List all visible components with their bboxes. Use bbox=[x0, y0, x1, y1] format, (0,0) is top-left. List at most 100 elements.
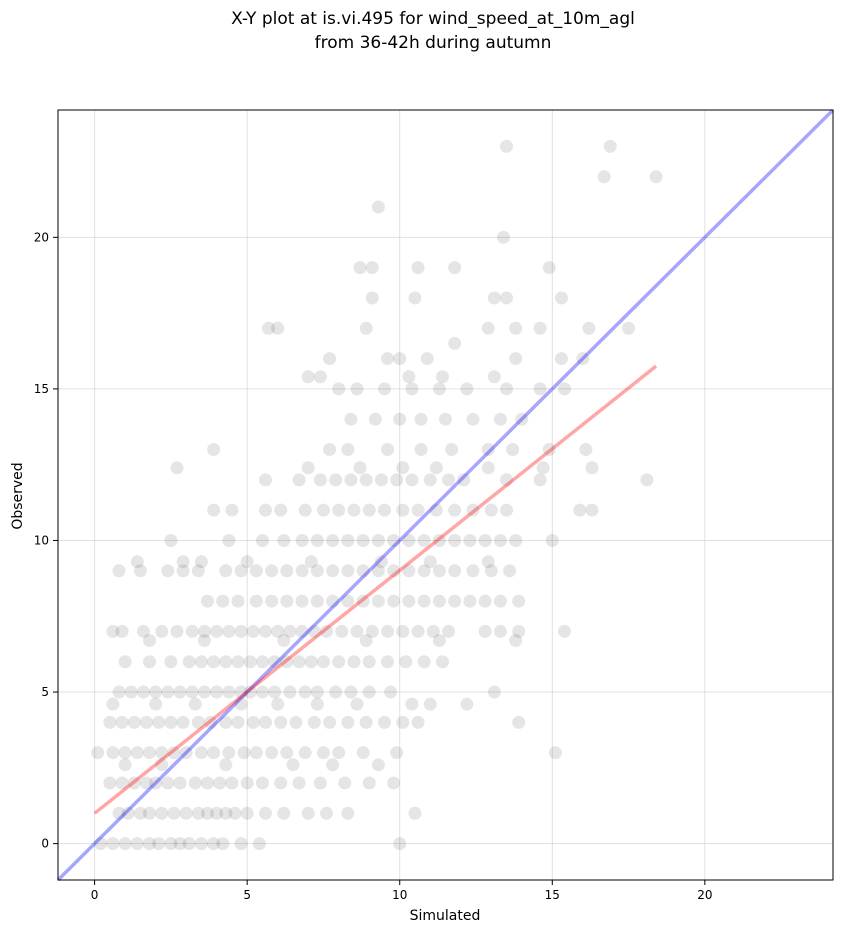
scatter-point bbox=[332, 655, 346, 669]
scatter-point bbox=[484, 564, 498, 578]
y-axis-label: Observed bbox=[10, 462, 26, 529]
scatter-point bbox=[194, 746, 208, 760]
scatter-point bbox=[316, 746, 330, 760]
scatter-point bbox=[130, 837, 144, 851]
scatter-point bbox=[356, 533, 370, 547]
scatter-point bbox=[509, 352, 523, 366]
scatter-point bbox=[493, 624, 507, 638]
scatter-point bbox=[341, 806, 355, 820]
scatter-point bbox=[176, 555, 190, 569]
scatter-point bbox=[188, 697, 202, 711]
scatter-point bbox=[362, 655, 376, 669]
scatter-point bbox=[155, 624, 169, 638]
scatter-point bbox=[316, 503, 330, 517]
plot-area-frame bbox=[57, 109, 834, 881]
scatter-point bbox=[197, 634, 211, 648]
scatter-point bbox=[585, 503, 599, 517]
scatter-point bbox=[112, 685, 126, 699]
scatter-point bbox=[274, 503, 288, 517]
scatter-point bbox=[548, 746, 562, 760]
scatter-point bbox=[393, 837, 407, 851]
scatter-point bbox=[411, 715, 425, 729]
scatter-point bbox=[316, 655, 330, 669]
y-tick-label: 10 bbox=[34, 533, 49, 547]
scatter-point bbox=[359, 473, 373, 487]
scatter-point bbox=[207, 655, 221, 669]
scatter-point bbox=[295, 564, 309, 578]
scatter-point bbox=[91, 746, 105, 760]
scatter-point bbox=[194, 555, 208, 569]
scatter-point bbox=[478, 624, 492, 638]
scatter-point bbox=[170, 624, 184, 638]
scatter-point bbox=[240, 806, 254, 820]
scatter-point bbox=[274, 715, 288, 729]
scatter-point bbox=[228, 806, 242, 820]
scatter-point bbox=[143, 806, 157, 820]
scatter-point bbox=[277, 533, 291, 547]
scatter-point bbox=[161, 776, 175, 790]
scatter-point bbox=[341, 533, 355, 547]
scatter-point bbox=[173, 837, 187, 851]
scatter-point bbox=[176, 564, 190, 578]
scatter-point bbox=[197, 624, 211, 638]
x-axis-ticks: 0 5 10 15 20 bbox=[91, 880, 712, 902]
scatter-point bbox=[335, 624, 349, 638]
scatter-point bbox=[277, 806, 291, 820]
scatter-point bbox=[152, 837, 166, 851]
scatter-point bbox=[268, 655, 282, 669]
scatter-point bbox=[182, 655, 196, 669]
scatter-point bbox=[219, 758, 233, 772]
scatter-point bbox=[185, 624, 199, 638]
scatter-point bbox=[463, 533, 477, 547]
chart-title-line-1: X-Y plot at is.vi.495 for wind_speed_at_… bbox=[231, 9, 635, 29]
scatter-point bbox=[271, 321, 285, 335]
scatter-point bbox=[417, 655, 431, 669]
scatter-point bbox=[130, 746, 144, 760]
scatter-point bbox=[509, 634, 523, 648]
scatter-point bbox=[170, 461, 184, 475]
scatter-point bbox=[255, 776, 269, 790]
scatter-point bbox=[295, 624, 309, 638]
scatter-point bbox=[280, 564, 294, 578]
scatter-point bbox=[182, 837, 196, 851]
x-tick-label: 10 bbox=[392, 888, 407, 902]
scatter-point bbox=[106, 746, 120, 760]
scatter-point bbox=[557, 624, 571, 638]
scatter-point bbox=[298, 503, 312, 517]
scatter-point bbox=[381, 655, 395, 669]
scatter-point bbox=[622, 321, 636, 335]
scatter-point bbox=[396, 461, 410, 475]
scatter-point bbox=[493, 533, 507, 547]
scatter-point bbox=[341, 564, 355, 578]
scatter-point bbox=[164, 533, 178, 547]
scatter-point bbox=[542, 443, 556, 457]
scatter-point bbox=[274, 776, 288, 790]
scatter-point bbox=[201, 594, 215, 608]
scatter-point bbox=[448, 533, 462, 547]
scatter-point bbox=[365, 291, 379, 305]
fit-line bbox=[93, 364, 658, 815]
scatter-point bbox=[512, 624, 526, 638]
scatter-point bbox=[362, 685, 376, 699]
scatter-point bbox=[420, 352, 434, 366]
scatter-point bbox=[310, 564, 324, 578]
scatter-point bbox=[115, 715, 129, 729]
scatter-point bbox=[448, 594, 462, 608]
scatter-point bbox=[381, 352, 395, 366]
scatter-point bbox=[164, 655, 178, 669]
scatter-point bbox=[103, 776, 117, 790]
scatter-point bbox=[124, 685, 138, 699]
scatter-point bbox=[161, 685, 175, 699]
scatter-point bbox=[448, 336, 462, 350]
scatter-point bbox=[387, 533, 401, 547]
scatter-point bbox=[381, 443, 395, 457]
scatter-point bbox=[405, 382, 419, 396]
scatter-point bbox=[435, 655, 449, 669]
scatter-point bbox=[365, 624, 379, 638]
scatter-point bbox=[149, 776, 163, 790]
scatter-point bbox=[326, 758, 340, 772]
scatter-point bbox=[579, 443, 593, 457]
scatter-point bbox=[301, 806, 315, 820]
scatter-point bbox=[130, 555, 144, 569]
scatter-point bbox=[167, 806, 181, 820]
